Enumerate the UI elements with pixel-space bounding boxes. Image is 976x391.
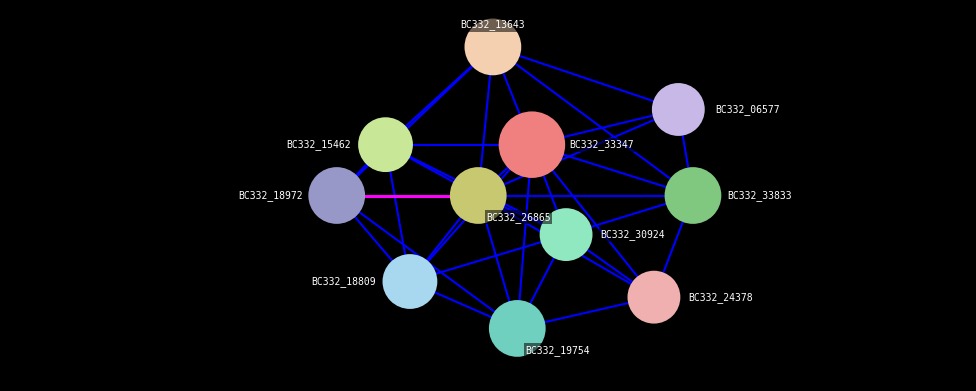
Text: BC332_30924: BC332_30924 (600, 229, 665, 240)
Ellipse shape (629, 272, 679, 323)
Ellipse shape (384, 255, 436, 308)
Ellipse shape (653, 84, 704, 135)
Text: BC332_18809: BC332_18809 (311, 276, 376, 287)
Text: BC332_19754: BC332_19754 (525, 345, 590, 356)
Ellipse shape (466, 20, 520, 74)
Text: BC332_24378: BC332_24378 (688, 292, 752, 303)
Text: BC332_33347: BC332_33347 (569, 139, 633, 150)
Ellipse shape (359, 118, 412, 171)
Text: BC332_15462: BC332_15462 (287, 139, 351, 150)
Ellipse shape (490, 301, 545, 356)
Ellipse shape (666, 168, 720, 223)
Ellipse shape (309, 168, 364, 223)
Ellipse shape (541, 209, 591, 260)
Ellipse shape (500, 113, 564, 177)
Text: BC332_13643: BC332_13643 (461, 20, 525, 30)
Text: BC332_06577: BC332_06577 (715, 104, 780, 115)
Text: BC332_26865: BC332_26865 (486, 212, 550, 223)
Text: BC332_18972: BC332_18972 (238, 190, 303, 201)
Ellipse shape (451, 168, 506, 223)
Text: BC332_33833: BC332_33833 (727, 190, 792, 201)
